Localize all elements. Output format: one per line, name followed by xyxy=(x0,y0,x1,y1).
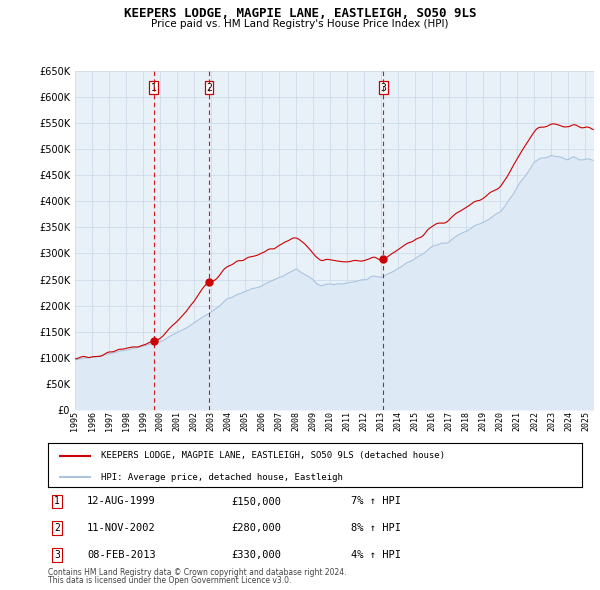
Text: 1: 1 xyxy=(151,83,157,93)
Text: 7% ↑ HPI: 7% ↑ HPI xyxy=(351,497,401,506)
Text: 2: 2 xyxy=(206,83,212,93)
Text: 3: 3 xyxy=(54,550,60,559)
Text: £280,000: £280,000 xyxy=(231,523,281,533)
Text: HPI: Average price, detached house, Eastleigh: HPI: Average price, detached house, East… xyxy=(101,473,343,481)
Text: 3: 3 xyxy=(380,83,386,93)
Text: £330,000: £330,000 xyxy=(231,550,281,559)
Text: 4% ↑ HPI: 4% ↑ HPI xyxy=(351,550,401,559)
Text: KEEPERS LODGE, MAGPIE LANE, EASTLEIGH, SO50 9LS: KEEPERS LODGE, MAGPIE LANE, EASTLEIGH, S… xyxy=(124,7,476,20)
Text: KEEPERS LODGE, MAGPIE LANE, EASTLEIGH, SO50 9LS (detached house): KEEPERS LODGE, MAGPIE LANE, EASTLEIGH, S… xyxy=(101,451,445,460)
Text: 2: 2 xyxy=(54,523,60,533)
Text: This data is licensed under the Open Government Licence v3.0.: This data is licensed under the Open Gov… xyxy=(48,576,292,585)
Text: 11-NOV-2002: 11-NOV-2002 xyxy=(87,523,156,533)
Text: 08-FEB-2013: 08-FEB-2013 xyxy=(87,550,156,559)
Text: Price paid vs. HM Land Registry's House Price Index (HPI): Price paid vs. HM Land Registry's House … xyxy=(151,19,449,29)
Text: 1: 1 xyxy=(54,497,60,506)
Text: Contains HM Land Registry data © Crown copyright and database right 2024.: Contains HM Land Registry data © Crown c… xyxy=(48,568,347,577)
Text: £150,000: £150,000 xyxy=(231,497,281,506)
Text: 12-AUG-1999: 12-AUG-1999 xyxy=(87,497,156,506)
Text: 8% ↑ HPI: 8% ↑ HPI xyxy=(351,523,401,533)
